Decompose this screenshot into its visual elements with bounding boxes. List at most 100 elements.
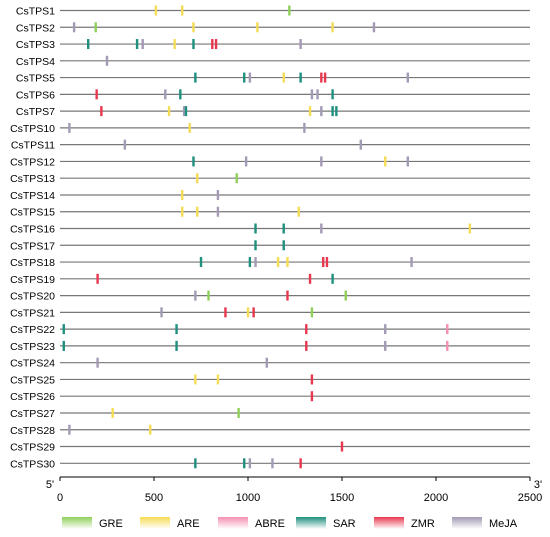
cis-element-meja — [265, 357, 268, 368]
gene-label: CsTPS19 — [10, 274, 55, 286]
axis-tick-label: 1500 — [330, 492, 354, 504]
legend-swatch — [452, 517, 482, 529]
cis-element-gre — [94, 22, 97, 33]
legend-item-sar: SAR — [296, 517, 356, 530]
cis-element-are — [181, 189, 184, 200]
cis-element-meja — [320, 106, 323, 117]
cis-element-sar — [192, 156, 195, 167]
axis-end-label: 3' — [534, 479, 542, 491]
gene-row: CsTPS18 — [10, 257, 530, 269]
cis-element-meja — [320, 223, 323, 234]
cis-element-sar — [194, 72, 197, 83]
cis-element-are — [216, 374, 220, 385]
cis-element-meja — [320, 156, 323, 167]
axis-tick-label: 1000 — [236, 492, 260, 504]
cis-element-zmr — [308, 273, 312, 284]
cis-element-sar — [243, 458, 246, 469]
cis-element-sar — [254, 240, 257, 251]
cis-element-sar — [331, 273, 334, 284]
legend-label: ARE — [177, 518, 200, 530]
cis-element-meja — [68, 424, 71, 435]
cis-element-sar — [62, 340, 65, 351]
cis-element-sar — [179, 89, 182, 100]
gene-row: CsTPS4 — [16, 56, 530, 68]
gene-row: CsTPS22 — [10, 324, 530, 336]
cis-element-are — [188, 122, 191, 133]
cis-element-meja — [164, 89, 167, 100]
cis-element-are — [173, 39, 176, 50]
gene-label: CsTPS14 — [10, 190, 55, 202]
gene-row: CsTPS30 — [10, 458, 530, 470]
cis-element-are — [256, 22, 259, 33]
cis-element-meja — [96, 357, 99, 368]
cis-element-zmr — [322, 257, 325, 268]
cis-element-gre — [237, 407, 240, 418]
cis-element-sar — [184, 106, 188, 117]
legend-swatch — [296, 517, 326, 529]
cis-element-are — [308, 106, 312, 117]
cis-element-are — [111, 407, 114, 418]
cis-element-zmr — [310, 391, 314, 402]
gene-label: CsTPS2 — [16, 22, 55, 34]
gene-label: CsTPS21 — [10, 307, 55, 319]
cis-element-are — [384, 156, 387, 167]
axis-ticks: 0 500 1000 1500 2000 2500 — [57, 477, 542, 504]
cis-element-gre — [288, 5, 291, 16]
cis-element-are — [181, 5, 184, 16]
cis-element-are — [154, 5, 158, 16]
gene-row: CsTPS11 — [11, 139, 530, 152]
gene-label: CsTPS5 — [16, 73, 55, 85]
gene-row: CsTPS21 — [10, 307, 530, 319]
gene-row: CsTPS14 — [10, 189, 530, 202]
cis-element-abre — [446, 340, 449, 351]
cis-element-meja — [141, 39, 144, 50]
cis-element-meja — [216, 206, 220, 217]
cis-element-meja — [248, 72, 252, 83]
cis-element-are — [297, 206, 300, 217]
gene-label: CsTPS24 — [10, 358, 55, 370]
cis-element-zmr — [286, 290, 289, 301]
legend-item-abre: ABRE — [218, 517, 285, 530]
cis-element-meja — [384, 340, 387, 351]
gene-row: CsTPS26 — [10, 391, 530, 403]
gene-row: CsTPS15 — [10, 206, 530, 219]
cis-element-meja — [316, 89, 319, 100]
gene-row: CsTPS19 — [10, 273, 530, 286]
cis-element-are — [149, 424, 152, 435]
gene-label: CsTPS22 — [10, 324, 55, 336]
cis-element-meja — [68, 122, 71, 133]
gene-label: CsTPS29 — [10, 442, 55, 454]
gene-row: CsTPS13 — [10, 173, 530, 185]
gene-label: CsTPS4 — [16, 56, 55, 68]
legend-swatch — [374, 517, 404, 529]
gene-row: CsTPS3 — [16, 39, 530, 51]
cis-element-sar — [87, 39, 90, 50]
cis-element-sar — [243, 72, 246, 83]
legend-swatch — [62, 517, 92, 529]
cis-element-meja — [406, 156, 409, 167]
gene-label: CsTPS13 — [10, 173, 55, 185]
cis-element-sar — [175, 324, 178, 335]
cis-element-meja — [254, 257, 257, 268]
cis-element-meja — [248, 458, 252, 469]
gene-label: CsTPS25 — [10, 374, 55, 386]
axis-tick-label: 2500 — [518, 492, 542, 504]
cis-element-sar — [62, 324, 65, 335]
gene-label: CsTPS11 — [11, 140, 55, 152]
legend-item-are: ARE — [140, 517, 200, 530]
cis-element-meja — [271, 458, 274, 469]
gene-label: CsTPS23 — [10, 341, 55, 353]
cis-element-meja — [406, 72, 409, 83]
legend-label: ZMR — [411, 518, 435, 530]
axis-tick-label: 2000 — [424, 492, 448, 504]
legend-label: MeJA — [489, 518, 518, 530]
cis-element-sar — [331, 89, 334, 100]
cis-element-are — [331, 22, 334, 33]
cis-element-meja — [372, 22, 376, 33]
gene-label: CsTPS18 — [10, 257, 55, 269]
gene-row: CsTPS6 — [16, 89, 530, 101]
legend-label: GRE — [99, 518, 123, 530]
gene-row: CsTPS29 — [10, 441, 530, 454]
cis-element-abre — [446, 324, 449, 335]
